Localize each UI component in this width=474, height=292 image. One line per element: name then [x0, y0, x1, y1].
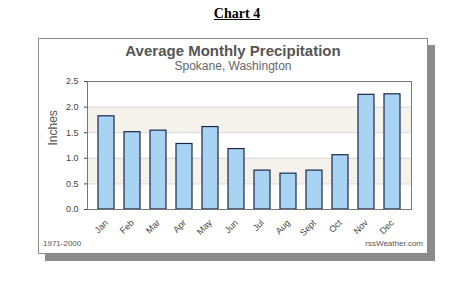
svg-text:2.0: 2.0: [66, 102, 79, 112]
svg-text:1.5: 1.5: [66, 128, 79, 138]
svg-text:Aug: Aug: [274, 218, 292, 236]
svg-text:Inches: Inches: [46, 110, 60, 145]
html-text:Chart 4: Chart 4: [213, 6, 261, 21]
svg-text:Dec: Dec: [378, 217, 397, 236]
svg-text:1.0: 1.0: [66, 153, 79, 163]
svg-text:0.5: 0.5: [66, 179, 79, 189]
html-text:rssWeather.com: rssWeather.com: [365, 239, 423, 248]
svg-text:Jul: Jul: [251, 218, 266, 233]
svg-text:Apr: Apr: [171, 218, 188, 235]
svg-text:Jan: Jan: [93, 218, 110, 235]
html-text:1971-2000: 1971-2000: [43, 239, 82, 248]
html-text:Average Monthly Precipitation: Average Monthly Precipitation: [125, 42, 341, 59]
svg-text:Sept: Sept: [298, 217, 319, 238]
svg-text:Jun: Jun: [223, 218, 240, 235]
html-text:Spokane, Washington: Spokane, Washington: [174, 59, 292, 73]
svg-text:Mar: Mar: [144, 218, 162, 236]
svg-text:2.5: 2.5: [66, 76, 79, 86]
svg-text:Feb: Feb: [118, 218, 136, 236]
svg-text:May: May: [195, 217, 214, 236]
svg-text:0.0: 0.0: [66, 204, 79, 214]
svg-text:Oct: Oct: [327, 217, 344, 234]
svg-text:Nov: Nov: [352, 217, 371, 236]
